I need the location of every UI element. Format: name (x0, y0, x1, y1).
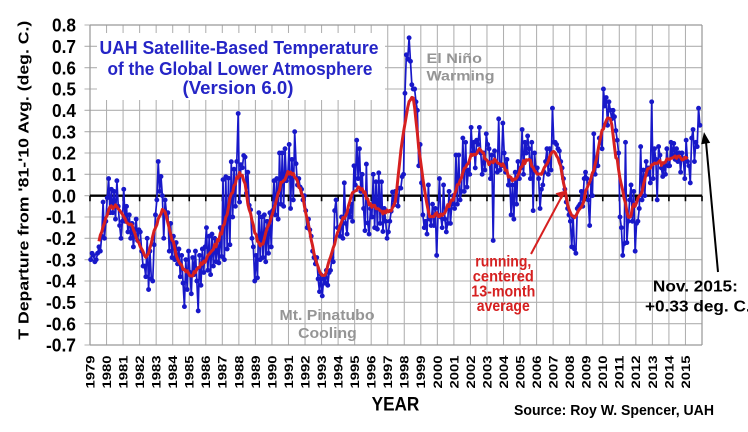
svg-text:-0.2: -0.2 (46, 228, 76, 249)
svg-text:2010: 2010 (596, 355, 610, 388)
svg-text:1989: 1989 (249, 355, 263, 388)
svg-text:1983: 1983 (150, 355, 164, 388)
svg-text:running,: running, (475, 254, 531, 271)
svg-text:Mt. Pinatubo: Mt. Pinatubo (280, 308, 375, 324)
svg-text:2012: 2012 (629, 355, 643, 388)
svg-text:UAH Satellite-Based Temperatur: UAH Satellite-Based Temperature (100, 37, 379, 58)
svg-text:Cooling: Cooling (298, 326, 357, 342)
svg-text:1996: 1996 (365, 355, 379, 388)
svg-text:2002: 2002 (464, 355, 478, 388)
svg-text:-0.3: -0.3 (46, 249, 76, 270)
svg-text:2014: 2014 (662, 355, 676, 388)
svg-text:T Departure from '81-'10 Avg.: T Departure from '81-'10 Avg. (deg. C.) (16, 21, 33, 340)
svg-text:1999: 1999 (414, 355, 428, 388)
svg-text:1991: 1991 (282, 355, 296, 388)
svg-text:of the Global Lower Atmosphere: of the Global Lower Atmosphere (108, 58, 373, 79)
svg-text:1995: 1995 (348, 355, 362, 388)
svg-text:-0.5: -0.5 (46, 292, 76, 313)
svg-text:centered: centered (473, 268, 534, 285)
svg-text:-0.1: -0.1 (46, 207, 76, 228)
svg-text:-0.6: -0.6 (46, 313, 76, 334)
svg-text:1988: 1988 (232, 355, 246, 388)
svg-text:2009: 2009 (580, 355, 594, 388)
svg-text:2006: 2006 (530, 355, 544, 388)
svg-text:2005: 2005 (513, 355, 527, 388)
svg-text:Nov. 2015:: Nov. 2015: (653, 278, 738, 295)
svg-text:2000: 2000 (431, 355, 445, 388)
svg-text:0.1: 0.1 (52, 164, 76, 185)
svg-text:1980: 1980 (100, 355, 114, 388)
svg-text:YEAR: YEAR (372, 395, 420, 416)
svg-text:0.4: 0.4 (52, 100, 77, 121)
svg-text:0.8: 0.8 (52, 15, 76, 36)
svg-text:2001: 2001 (447, 355, 461, 388)
svg-text:2004: 2004 (497, 355, 511, 388)
svg-text:El Niño: El Niño (427, 50, 483, 66)
svg-text:1986: 1986 (199, 355, 213, 388)
svg-text:2007: 2007 (547, 355, 561, 388)
svg-text:1998: 1998 (398, 355, 412, 388)
svg-text:0.2: 0.2 (52, 143, 76, 164)
svg-text:1985: 1985 (183, 355, 197, 388)
svg-text:-0.7: -0.7 (46, 335, 76, 356)
svg-text:2011: 2011 (613, 355, 627, 388)
svg-text:0.7: 0.7 (52, 36, 76, 57)
svg-text:1990: 1990 (265, 355, 279, 388)
svg-text:1984: 1984 (166, 355, 180, 388)
svg-text:0.6: 0.6 (52, 57, 76, 78)
svg-text:+0.33 deg. C.: +0.33 deg. C. (645, 298, 748, 315)
svg-text:0.3: 0.3 (52, 121, 76, 142)
svg-text:1987: 1987 (216, 355, 230, 388)
svg-text:-0.4: -0.4 (46, 271, 77, 292)
svg-text:Source: Roy W. Spencer, UAH: Source: Roy W. Spencer, UAH (514, 403, 714, 419)
svg-text:1979: 1979 (83, 355, 97, 388)
svg-text:2013: 2013 (646, 355, 660, 388)
svg-text:average: average (477, 298, 530, 315)
svg-text:1993: 1993 (315, 355, 329, 388)
svg-text:13-month: 13-month (471, 283, 535, 300)
svg-text:1994: 1994 (332, 355, 346, 388)
svg-text:2008: 2008 (563, 355, 577, 388)
svg-text:1997: 1997 (381, 355, 395, 388)
svg-text:Warming: Warming (427, 67, 495, 83)
svg-text:0.0: 0.0 (52, 185, 76, 206)
svg-text:2015: 2015 (679, 355, 693, 388)
svg-text:0.5: 0.5 (52, 79, 76, 100)
svg-text:(Version 6.0): (Version 6.0) (183, 77, 294, 98)
svg-text:2003: 2003 (480, 355, 494, 388)
svg-text:1992: 1992 (298, 355, 312, 388)
svg-text:1981: 1981 (116, 355, 130, 388)
svg-text:1982: 1982 (133, 355, 147, 388)
